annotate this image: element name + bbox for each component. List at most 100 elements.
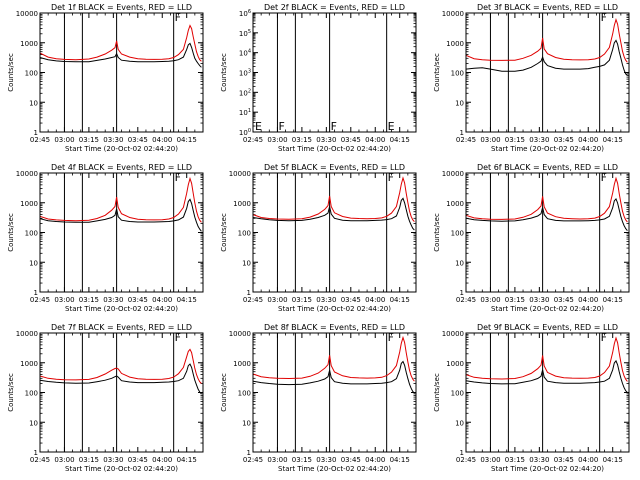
y-tick-label: 1 — [460, 129, 464, 137]
y-axis-label: Counts/sec — [220, 53, 228, 92]
y-axis-label: Counts/sec — [220, 213, 228, 252]
event-marker-label: F — [388, 331, 394, 344]
event-marker-label: F — [601, 11, 607, 24]
y-tick-label: 10 — [242, 259, 251, 267]
x-axis-label: Start Time (20-Oct-02 02:44:20) — [65, 465, 178, 473]
y-tick-label: 101 — [239, 108, 251, 117]
x-axis-label: Start Time (20-Oct-02 02:44:20) — [491, 305, 604, 313]
x-tick-label: 03:30 — [103, 456, 123, 464]
y-tick-label: 100 — [239, 128, 251, 137]
plot-frame — [39, 332, 204, 453]
y-tick-label: 10000 — [16, 330, 38, 338]
y-axis-label: Counts/sec — [433, 373, 441, 412]
panel-det7: Det 7f BLACK = Events, RED = LLD 1 10 100 10… — [7, 323, 204, 473]
y-tick-label: 100 — [25, 230, 38, 238]
x-tick-label: 03:30 — [316, 136, 336, 144]
y-tick-label: 106 — [239, 9, 251, 18]
event-marker-label: E — [255, 120, 262, 133]
x-tick-label: 04:00 — [578, 296, 598, 304]
y-tick-label: 10 — [29, 259, 38, 267]
x-tick-label: 04:15 — [603, 296, 623, 304]
series-line-events — [465, 359, 628, 393]
series-line-lld — [252, 335, 415, 382]
y-tick-label: 1 — [247, 289, 251, 297]
x-tick-label: 02:45 — [30, 296, 50, 304]
event-marker-label: F — [175, 331, 181, 344]
y-tick-label: 1000 — [233, 200, 251, 208]
y-tick-label: 100 — [451, 230, 464, 238]
event-marker-label: F — [388, 171, 394, 184]
x-axis-label: Start Time (20-Oct-02 02:44:20) — [278, 465, 391, 473]
series-line-lld — [39, 176, 202, 223]
panel-title: Det 6f BLACK = Events, RED = LLD — [477, 163, 618, 172]
series-line-lld — [39, 348, 202, 384]
series-line-lld — [465, 336, 628, 382]
y-tick-label: 100 — [451, 390, 464, 398]
plot-frame — [465, 332, 630, 453]
panel-det9: Det 9f BLACK = Events, RED = LLD 1 10 100 10… — [433, 323, 630, 473]
event-marker-label: F — [175, 11, 181, 24]
x-axis-label: Start Time (20-Oct-02 02:44:20) — [65, 305, 178, 313]
x-tick-label: 03:30 — [529, 136, 549, 144]
event-marker-label: E — [388, 120, 395, 133]
x-tick-label: 04:15 — [177, 136, 197, 144]
x-tick-label: 03:45 — [554, 296, 574, 304]
x-tick-label: 04:15 — [177, 456, 197, 464]
plot-frame — [39, 12, 204, 133]
panel-det8: Det 8f BLACK = Events, RED = LLD 1 10 100 10… — [220, 323, 417, 473]
x-tick-label: 03:30 — [529, 456, 549, 464]
event-marker-label: F — [175, 171, 181, 184]
y-axis-label: Counts/sec — [7, 373, 15, 412]
series-line-lld — [39, 24, 202, 62]
panel-title: Det 5f BLACK = Events, RED = LLD — [264, 163, 405, 172]
series-line-events — [39, 198, 202, 232]
panel-det6: Det 6f BLACK = Events, RED = LLD 1 10 100 10… — [433, 163, 630, 313]
plot-frame — [252, 12, 417, 133]
x-tick-label: 04:15 — [390, 296, 410, 304]
plot-frame — [252, 172, 417, 293]
series-line-events — [252, 197, 415, 231]
y-axis-label: Counts/sec — [433, 53, 441, 92]
x-tick-label: 02:45 — [30, 456, 50, 464]
x-tick-label: 03:15 — [505, 456, 525, 464]
y-tick-label: 1 — [460, 449, 464, 457]
panel-det5: Det 5f BLACK = Events, RED = LLD 1 10 100 10… — [220, 163, 417, 313]
x-tick-label: 02:45 — [243, 136, 263, 144]
x-tick-label: 03:00 — [480, 456, 500, 464]
series-line-events — [252, 360, 415, 394]
x-tick-label: 04:00 — [578, 136, 598, 144]
x-tick-label: 02:45 — [456, 296, 476, 304]
x-tick-label: 03:30 — [316, 456, 336, 464]
x-tick-label: 03:00 — [54, 456, 74, 464]
panel-title: Det 3f BLACK = Events, RED = LLD — [477, 3, 618, 12]
x-tick-label: 03:15 — [292, 456, 312, 464]
y-tick-label: 10 — [455, 99, 464, 107]
y-tick-label: 10 — [29, 419, 38, 427]
x-tick-label: 03:15 — [79, 136, 99, 144]
x-tick-label: 03:00 — [267, 296, 287, 304]
x-tick-label: 03:00 — [480, 136, 500, 144]
x-tick-label: 04:00 — [365, 296, 385, 304]
plot-frame — [252, 332, 417, 453]
x-tick-label: 04:15 — [390, 136, 410, 144]
series-line-lld — [465, 17, 628, 63]
y-tick-label: 10000 — [16, 10, 38, 18]
y-tick-label: 10 — [455, 419, 464, 427]
y-tick-label: 1000 — [446, 200, 464, 208]
x-tick-label: 04:15 — [603, 456, 623, 464]
y-tick-label: 1 — [460, 289, 464, 297]
plot-frame — [39, 172, 204, 293]
event-marker-label: F — [601, 331, 607, 344]
x-tick-label: 02:45 — [456, 136, 476, 144]
y-tick-label: 1000 — [20, 360, 38, 368]
x-tick-label: 04:00 — [365, 456, 385, 464]
y-tick-label: 1 — [34, 449, 38, 457]
x-tick-label: 03:00 — [54, 136, 74, 144]
series-line-lld — [465, 176, 628, 223]
y-tick-label: 10 — [242, 419, 251, 427]
y-tick-label: 10000 — [229, 170, 251, 178]
panel-title: Det 7f BLACK = Events, RED = LLD — [51, 323, 192, 332]
x-tick-label: 03:45 — [554, 456, 574, 464]
x-tick-label: 02:45 — [30, 136, 50, 144]
